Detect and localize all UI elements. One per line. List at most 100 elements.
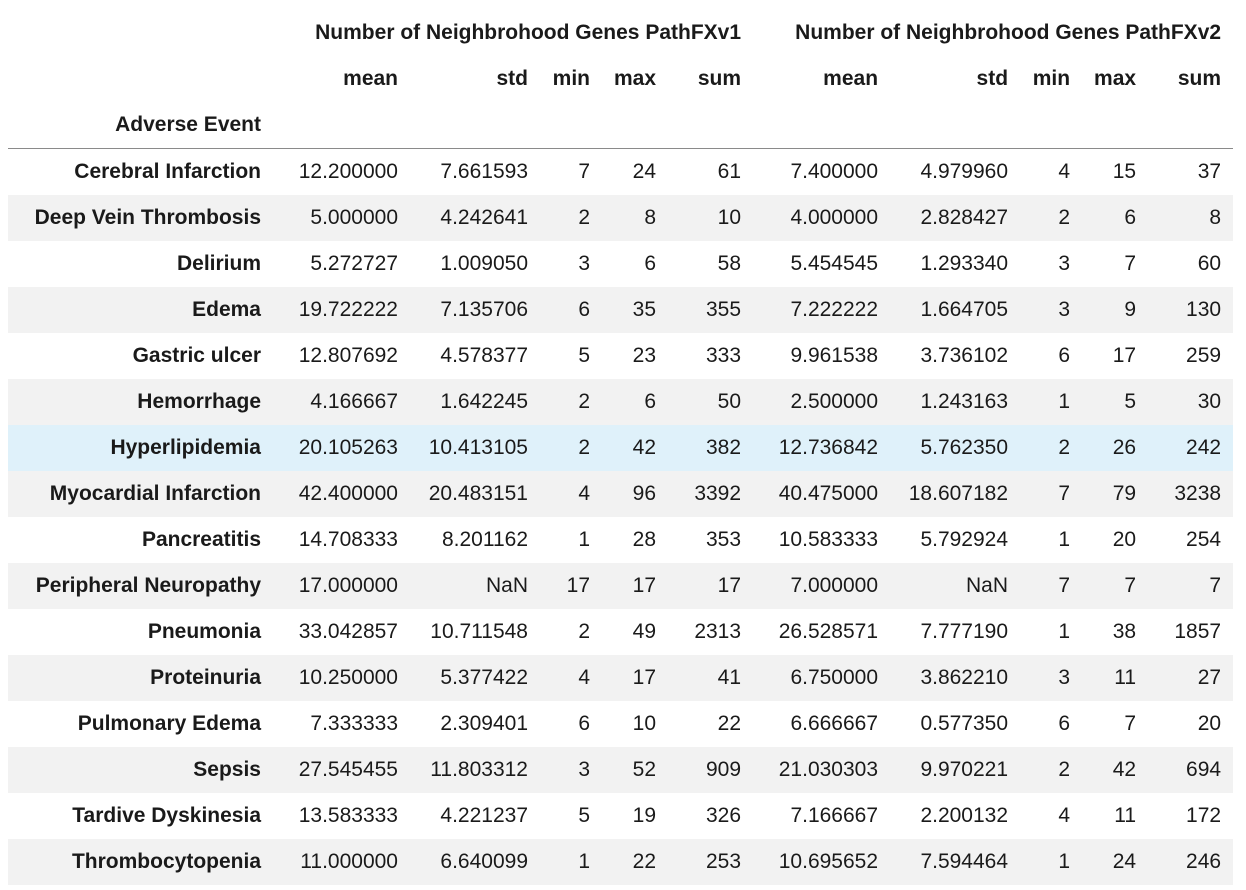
row-label: Thrombocytopenia — [71, 849, 261, 873]
table-row[interactable]: Pulmonary Edema 7.333333 2.309401 6 10 22 6.66… — [8, 700, 1234, 747]
cell-v1-max: 22 — [632, 849, 657, 873]
cell-v1-std: 10.711548 — [430, 619, 528, 643]
column-header-sum: sum — [697, 67, 742, 90]
row-label: Gastric ulcer — [132, 343, 261, 367]
index-name-header: Adverse Event — [8, 102, 273, 149]
cell-v2-sum: 27 — [1197, 665, 1222, 689]
cell-v2-std: 5.792924 — [920, 527, 1009, 551]
table-row[interactable]: Cerebral Infarction 12.200000 7.661593 7 24 6… — [8, 148, 1234, 195]
cell-v2-sum: 242 — [1186, 435, 1222, 459]
cell-v2-mean: 26.528571 — [778, 619, 879, 643]
cell-v2-sum: 3238 — [1174, 481, 1222, 505]
cell-v1-max: 6 — [644, 251, 657, 275]
cell-v2-mean: 10.583333 — [778, 527, 879, 551]
cell-v1-min: 5 — [578, 803, 590, 827]
row-label: Tardive Dyskinesia — [72, 803, 261, 827]
cell-v1-sum: 2313 — [694, 619, 742, 643]
cell-v1-mean: 20.105263 — [298, 435, 398, 459]
table-row[interactable]: Hyperlipidemia 20.105263 10.413105 2 42 382 12… — [8, 424, 1234, 471]
cell-v1-mean: 13.583333 — [298, 803, 398, 827]
cell-v2-sum: 130 — [1186, 297, 1222, 321]
cell-v2-min: 7 — [1058, 573, 1071, 597]
cell-v2-std: 9.970221 — [920, 757, 1009, 781]
header-stat-row: mean std min max sum mean std min max su… — [8, 56, 1233, 102]
cell-v1-std: NaN — [485, 573, 528, 597]
cell-v2-std: 5.762350 — [920, 435, 1009, 459]
cell-v1-std: 4.221237 — [440, 803, 528, 827]
table-row[interactable]: Deep Vein Thrombosis 5.000000 4.242641 2 8 10… — [8, 194, 1234, 241]
table-row[interactable]: Sepsis 27.545455 11.803312 3 52 909 21.030303 9… — [8, 746, 1234, 793]
cell-v1-min: 3 — [578, 251, 590, 275]
cell-v1-sum: 17 — [717, 573, 742, 597]
cell-v1-mean: 5.000000 — [310, 205, 398, 229]
cell-v1-max: 10 — [632, 711, 657, 735]
cell-v2-mean: 6.666667 — [790, 711, 879, 735]
row-label: Pancreatitis — [141, 527, 261, 551]
cell-v1-std: 6.640099 — [440, 849, 528, 873]
cell-v2-max: 20 — [1112, 527, 1137, 551]
column-header-std: std — [976, 67, 1009, 90]
table-row[interactable]: Myocardial Infarction 42.400000 20.483151 4… — [8, 470, 1234, 517]
cell-v2-std: NaN — [966, 573, 1009, 597]
cell-v2-sum: 8 — [1209, 205, 1222, 229]
cell-v2-mean: 5.454545 — [790, 251, 879, 275]
cell-v2-sum: 37 — [1197, 159, 1222, 183]
table-row[interactable]: Gastric ulcer 12.807692 4.578377 5 23 333 9.96… — [8, 332, 1234, 379]
cell-v2-min: 1 — [1058, 527, 1071, 551]
group-header-pathfxv1: Number of Neighbrohood Genes PathFXv1 — [315, 21, 742, 44]
cell-v1-min: 4 — [578, 665, 590, 689]
table-row[interactable]: Edema 19.722222 7.135706 6 35 355 7.222222 1.66… — [8, 286, 1234, 333]
cell-v1-sum: 61 — [717, 159, 742, 183]
table-row[interactable]: Pancreatitis 14.708333 8.201162 1 28 353 10.58… — [8, 516, 1234, 563]
cell-v2-max: 7 — [1124, 251, 1137, 275]
column-header-max: max — [614, 67, 657, 90]
column-header-min: min — [552, 67, 590, 90]
cell-v2-max: 11 — [1114, 803, 1137, 827]
cell-v1-max: 96 — [632, 481, 657, 505]
row-label: Hyperlipidemia — [110, 435, 261, 459]
cell-v1-sum: 355 — [705, 297, 742, 321]
table-row[interactable]: Tardive Dyskinesia 13.583333 4.221237 5 19 32… — [8, 792, 1234, 839]
cell-v1-mean: 10.250000 — [298, 665, 398, 689]
cell-v1-sum: 3392 — [694, 481, 742, 505]
cell-v1-min: 2 — [578, 619, 590, 643]
cell-v2-sum: 259 — [1186, 343, 1222, 367]
cell-v1-min: 1 — [578, 849, 590, 873]
cell-v2-max: 5 — [1124, 389, 1137, 413]
cell-v2-std: 4.979960 — [920, 159, 1009, 183]
cell-v1-mean: 17.000000 — [298, 573, 398, 597]
cell-v2-min: 3 — [1058, 251, 1071, 275]
cell-v2-mean: 7.222222 — [790, 297, 879, 321]
row-label: Myocardial Infarction — [49, 481, 261, 505]
cell-v1-max: 35 — [632, 297, 657, 321]
cell-v2-sum: 7 — [1209, 573, 1222, 597]
table-row[interactable]: Peripheral Neuropathy 17.000000 NaN 17 17 17 7… — [8, 562, 1234, 609]
table-row[interactable]: Thrombocytopenia 11.000000 6.640099 1 22 253 1… — [8, 838, 1234, 885]
cell-v2-mean: 4.000000 — [790, 205, 879, 229]
cell-v2-sum: 20 — [1197, 711, 1222, 735]
cell-v2-min: 4 — [1058, 159, 1071, 183]
table-row[interactable]: Proteinuria 10.250000 5.377422 4 17 41 6.75000… — [8, 654, 1234, 701]
cell-v1-std: 2.309401 — [440, 711, 528, 735]
cell-v2-min: 6 — [1058, 343, 1071, 367]
column-header-std: std — [496, 67, 529, 90]
header-group-row: Number of Neighbrohood Genes PathFXv1 Nu… — [8, 10, 1233, 56]
row-label: Deep Vein Thrombosis — [34, 205, 261, 229]
table-row[interactable]: Hemorrhage 4.166667 1.642245 2 6 50 2.500000 1.… — [8, 378, 1234, 425]
cell-v2-mean: 2.500000 — [790, 389, 879, 413]
cell-v1-std: 7.661593 — [440, 159, 528, 183]
cell-v2-max: 24 — [1112, 849, 1137, 873]
table-row[interactable]: Pneumonia 33.042857 10.711548 2 49 2313 26.528… — [8, 608, 1234, 655]
table-row[interactable]: Delirium 5.272727 1.009050 3 6 58 5.454545 1.29… — [8, 240, 1234, 287]
cell-v1-mean: 12.807692 — [298, 343, 398, 367]
cell-v2-min: 2 — [1058, 757, 1071, 781]
row-label: Peripheral Neuropathy — [35, 573, 261, 597]
cell-v2-std: 2.828427 — [920, 205, 1009, 229]
cell-v2-sum: 30 — [1197, 389, 1222, 413]
cell-v2-max: 17 — [1112, 343, 1137, 367]
cell-v1-min: 1 — [578, 527, 590, 551]
cell-v2-mean: 6.750000 — [790, 665, 879, 689]
cell-v1-mean: 42.400000 — [298, 481, 398, 505]
cell-v1-sum: 353 — [705, 527, 742, 551]
cell-v2-max: 7 — [1124, 711, 1137, 735]
